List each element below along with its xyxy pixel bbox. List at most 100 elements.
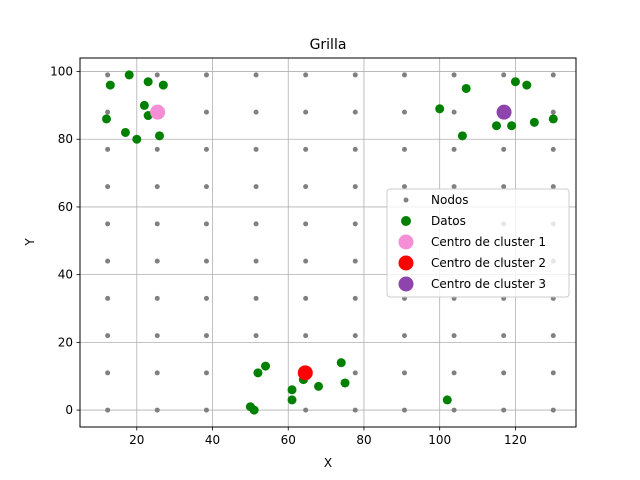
legend: Nodos Datos Centro de cluster 1 Centro d… xyxy=(386,188,570,298)
node-point xyxy=(501,407,507,413)
node-point xyxy=(253,109,259,115)
node-point xyxy=(501,370,507,376)
node-point xyxy=(253,146,259,152)
legend-label-cluster-3: Centro de cluster 3 xyxy=(431,277,546,291)
node-point xyxy=(550,109,556,115)
y-tick-label: 40 xyxy=(58,268,73,282)
legend-label-datos: Datos xyxy=(431,214,466,228)
data-point xyxy=(340,378,350,388)
node-point xyxy=(451,109,457,115)
node-point xyxy=(203,295,209,301)
y-tick-label: 60 xyxy=(58,200,73,214)
node-point xyxy=(154,258,160,264)
node-point xyxy=(105,370,111,376)
node-point xyxy=(203,407,209,413)
node-point xyxy=(303,146,309,152)
node-point xyxy=(303,295,309,301)
x-tick-label: 100 xyxy=(428,433,451,447)
data-point xyxy=(261,361,271,371)
node-point xyxy=(550,407,556,413)
x-axis-label: X xyxy=(324,456,332,470)
x-tick-label: 40 xyxy=(205,433,220,447)
node-point xyxy=(352,109,358,115)
legend-marker-cluster-2 xyxy=(398,255,414,271)
node-point xyxy=(253,184,259,190)
data-point xyxy=(143,77,153,87)
node-point xyxy=(303,109,309,115)
data-point xyxy=(132,134,142,144)
legend-label-cluster-2: Centro de cluster 2 xyxy=(431,256,546,270)
legend-marker-cluster-3 xyxy=(398,276,414,292)
node-point xyxy=(203,146,209,152)
node-point xyxy=(105,72,111,78)
node-point xyxy=(105,295,111,301)
node-point xyxy=(105,333,111,339)
node-point xyxy=(154,184,160,190)
legend-marker-nodos xyxy=(403,197,409,203)
node-point xyxy=(352,184,358,190)
cluster-center-2 xyxy=(297,365,313,381)
node-point xyxy=(451,72,457,78)
data-point xyxy=(124,70,134,80)
node-point xyxy=(303,72,309,78)
data-point xyxy=(120,127,130,137)
node-point xyxy=(501,184,507,190)
data-point xyxy=(287,385,297,395)
y-tick-label: 100 xyxy=(50,65,73,79)
node-point xyxy=(401,184,407,190)
node-point xyxy=(352,258,358,264)
node-point xyxy=(154,295,160,301)
node-point xyxy=(203,370,209,376)
data-point xyxy=(139,100,149,110)
node-point xyxy=(501,72,507,78)
data-point xyxy=(491,121,501,131)
node-point xyxy=(154,221,160,227)
plot-frame xyxy=(79,57,577,428)
y-tick-label: 80 xyxy=(58,132,73,146)
node-point xyxy=(550,146,556,152)
node-point xyxy=(105,184,111,190)
data-point xyxy=(435,104,445,114)
node-point xyxy=(401,109,407,115)
node-point xyxy=(501,146,507,152)
legend-label-cluster-1: Centro de cluster 1 xyxy=(431,235,546,249)
node-point xyxy=(451,146,457,152)
data-point xyxy=(522,80,532,90)
data-point xyxy=(287,395,297,405)
node-point xyxy=(105,221,111,227)
node-point xyxy=(303,221,309,227)
legend-marker-cluster-1 xyxy=(398,234,414,250)
node-point xyxy=(550,184,556,190)
node-point xyxy=(105,258,111,264)
node-point xyxy=(401,370,407,376)
y-axis-label: Y xyxy=(23,238,37,247)
axis-ticks: 20 40 60 80 100 120 0 20 40 60 80 100 xyxy=(50,65,527,447)
node-point xyxy=(303,258,309,264)
node-point xyxy=(253,295,259,301)
legend-box xyxy=(386,188,570,298)
data-point xyxy=(253,368,263,378)
legend-marker-datos xyxy=(401,216,411,226)
node-point xyxy=(303,333,309,339)
node-point xyxy=(451,407,457,413)
data-point xyxy=(105,80,115,90)
node-point xyxy=(105,407,111,413)
node-point xyxy=(154,407,160,413)
node-point xyxy=(253,333,259,339)
data-point xyxy=(442,395,452,405)
cluster-center-1 xyxy=(150,104,166,120)
data-point xyxy=(507,121,517,131)
node-point xyxy=(203,221,209,227)
node-point xyxy=(253,221,259,227)
data-point xyxy=(457,131,467,141)
node-point xyxy=(501,333,507,339)
node-point xyxy=(401,146,407,152)
node-point xyxy=(303,184,309,190)
node-point xyxy=(401,72,407,78)
data-point xyxy=(158,80,168,90)
node-point xyxy=(451,370,457,376)
node-point xyxy=(451,333,457,339)
node-point xyxy=(401,333,407,339)
x-tick-label: 60 xyxy=(281,433,296,447)
